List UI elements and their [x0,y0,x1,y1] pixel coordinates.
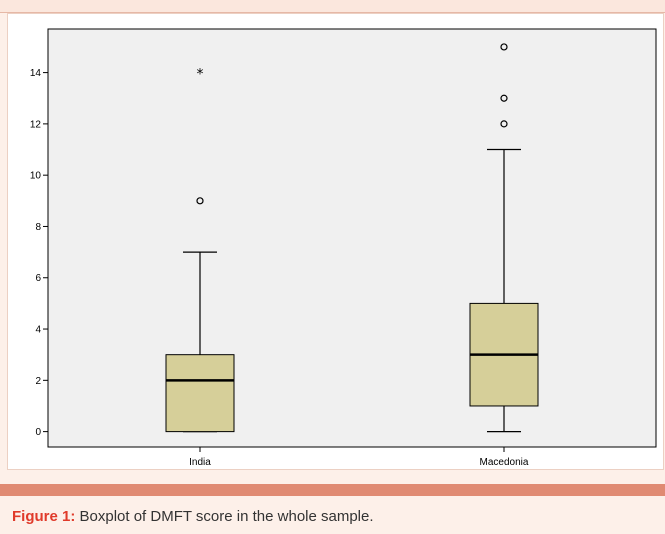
outlier-point [500,43,508,51]
y-tick-label: 8 [35,222,41,233]
top-border [0,0,665,13]
caption-label: Figure 1: [12,508,76,525]
caption-divider [0,484,665,496]
y-tick-label: 2 [35,376,41,387]
y-tick-label: 14 [30,68,42,79]
boxplot-chart: 0 2 4 6 8 10 12 14 India Macedonia * [30,28,657,468]
plot-area [47,28,657,448]
figure-caption: Figure 1: Boxplot of DMFT score in the w… [12,508,652,525]
iqr-box [165,354,235,433]
y-tick-label: 10 [30,171,42,182]
y-tick-label: 12 [30,119,42,130]
chart-panel: 0 2 4 6 8 10 12 14 India Macedonia * [7,13,664,470]
outlier-point [196,197,204,205]
y-tick-label: 0 [35,427,41,438]
outlier-point [500,94,508,102]
caption-text: Boxplot of DMFT score in the whole sampl… [75,508,374,525]
x-tick-label: Macedonia [480,457,529,468]
outlier-point [500,120,508,128]
extreme-point: * [197,67,204,83]
y-tick-label: 6 [35,273,41,284]
x-tick-label: India [189,457,211,468]
y-tick-label: 4 [35,325,41,336]
